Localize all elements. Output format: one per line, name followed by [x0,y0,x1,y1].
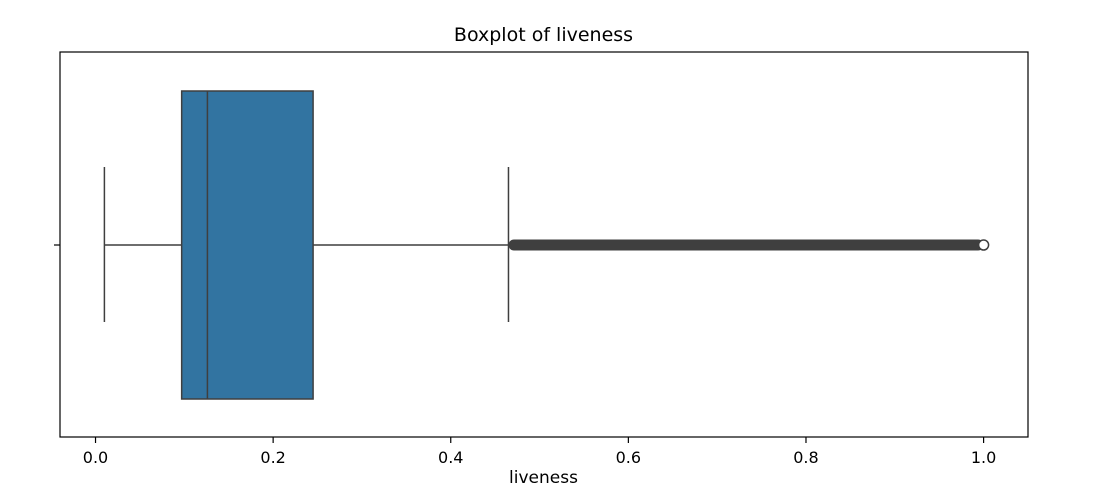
plot-area: 0.0 0.2 0.4 0.6 0.8 1.0 [54,51,1029,467]
x-tick-label: 0.6 [616,448,641,467]
outlier-point-max [977,239,990,251]
x-tick-label: 0.0 [83,448,108,467]
chart-title: Boxplot of liveness [454,24,633,46]
x-axis-label: liveness [509,468,578,484]
x-tick-label: 1.0 [971,448,996,467]
iqr-box [180,90,314,400]
x-tick-label: 0.8 [793,448,818,467]
x-tick-label: 0.4 [438,448,463,467]
outlier-band [508,239,984,251]
x-tick-label: 0.2 [260,448,285,467]
